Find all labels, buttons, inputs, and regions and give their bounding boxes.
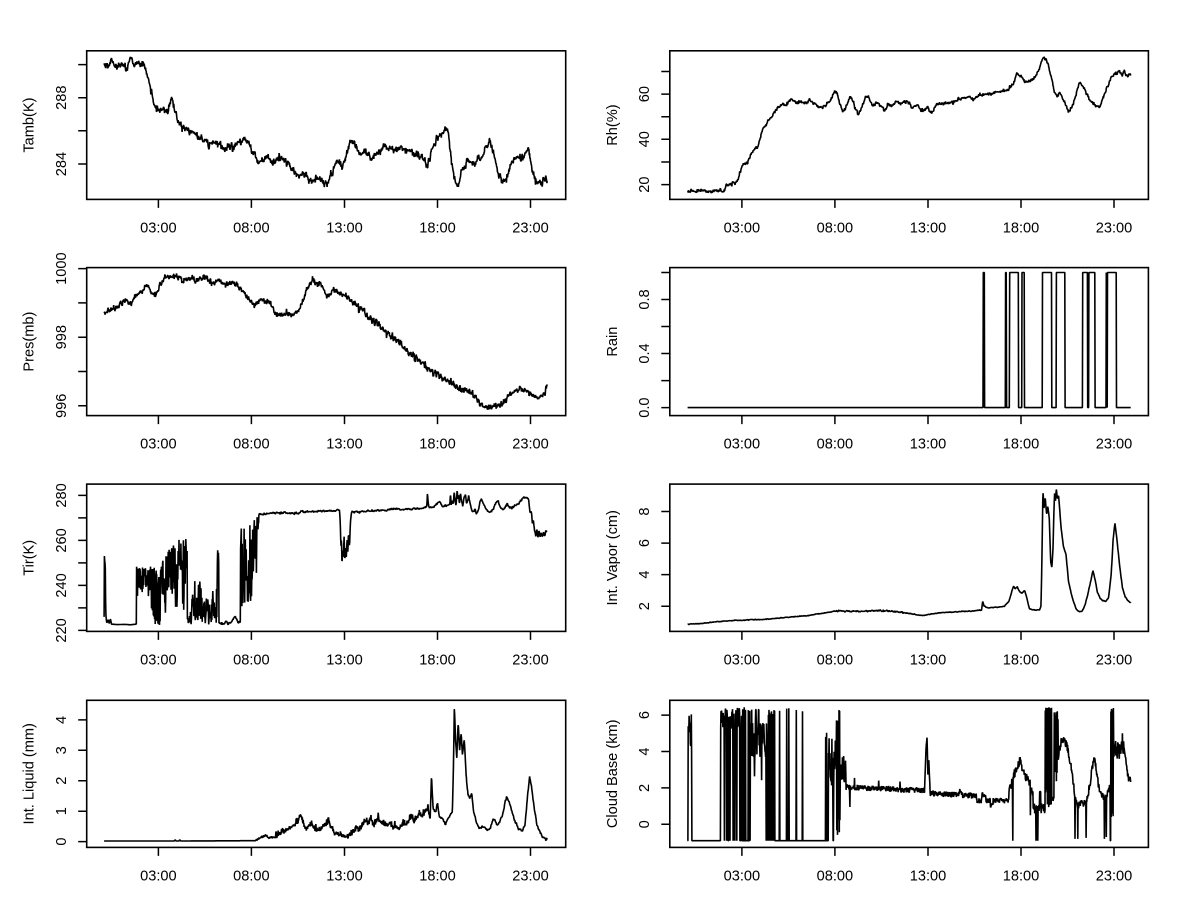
svg-text:20: 20: [637, 176, 653, 192]
svg-text:23:00: 23:00: [512, 220, 549, 236]
svg-text:03:00: 03:00: [140, 437, 177, 453]
svg-text:288: 288: [54, 86, 70, 110]
svg-text:260: 260: [54, 528, 70, 552]
svg-text:23:00: 23:00: [1096, 868, 1133, 884]
svg-text:2: 2: [637, 602, 653, 610]
svg-text:18:00: 18:00: [419, 652, 456, 668]
svg-text:Tir(K): Tir(K): [22, 540, 38, 576]
svg-text:08:00: 08:00: [817, 220, 854, 236]
svg-text:18:00: 18:00: [1003, 220, 1040, 236]
svg-text:996: 996: [54, 394, 70, 418]
svg-text:6: 6: [637, 711, 653, 719]
svg-text:23:00: 23:00: [512, 437, 549, 453]
svg-text:23:00: 23:00: [1096, 652, 1133, 668]
svg-text:08:00: 08:00: [817, 652, 854, 668]
svg-text:08:00: 08:00: [233, 868, 270, 884]
svg-text:240: 240: [54, 573, 70, 597]
svg-text:Int. Liquid (mm): Int. Liquid (mm): [22, 723, 38, 824]
svg-text:03:00: 03:00: [140, 220, 177, 236]
svg-text:23:00: 23:00: [1096, 437, 1133, 453]
svg-text:08:00: 08:00: [817, 437, 854, 453]
svg-text:18:00: 18:00: [1003, 652, 1040, 668]
svg-text:13:00: 13:00: [910, 652, 947, 668]
svg-text:23:00: 23:00: [512, 652, 549, 668]
svg-text:Int. Vapor (cm): Int. Vapor (cm): [605, 510, 621, 605]
svg-text:13:00: 13:00: [326, 220, 363, 236]
svg-text:08:00: 08:00: [233, 220, 270, 236]
svg-text:220: 220: [54, 618, 70, 642]
svg-text:13:00: 13:00: [326, 437, 363, 453]
svg-text:03:00: 03:00: [724, 868, 761, 884]
svg-text:Rain: Rain: [605, 327, 621, 357]
svg-text:08:00: 08:00: [817, 868, 854, 884]
svg-text:08:00: 08:00: [233, 437, 270, 453]
svg-text:1: 1: [54, 807, 70, 815]
svg-text:2: 2: [637, 784, 653, 792]
svg-text:1000: 1000: [54, 252, 70, 284]
svg-text:03:00: 03:00: [724, 437, 761, 453]
svg-text:18:00: 18:00: [419, 437, 456, 453]
svg-text:03:00: 03:00: [724, 220, 761, 236]
svg-text:8: 8: [637, 507, 653, 515]
svg-text:13:00: 13:00: [910, 868, 947, 884]
svg-text:Cloud Base (km): Cloud Base (km): [605, 719, 621, 828]
svg-text:0: 0: [637, 820, 653, 828]
svg-text:4: 4: [637, 747, 653, 755]
svg-text:Rh(%): Rh(%): [605, 104, 621, 145]
svg-text:3: 3: [54, 746, 70, 754]
svg-text:4: 4: [637, 571, 653, 579]
svg-text:2: 2: [54, 777, 70, 785]
svg-text:18:00: 18:00: [1003, 868, 1040, 884]
svg-text:Pres(mb): Pres(mb): [22, 312, 38, 372]
svg-text:03:00: 03:00: [140, 868, 177, 884]
svg-text:280: 280: [54, 483, 70, 507]
svg-text:0: 0: [54, 838, 70, 846]
svg-text:23:00: 23:00: [1096, 220, 1133, 236]
svg-text:60: 60: [637, 86, 653, 102]
svg-text:6: 6: [637, 539, 653, 547]
svg-text:4: 4: [54, 716, 70, 724]
svg-text:40: 40: [637, 131, 653, 147]
svg-text:0.8: 0.8: [637, 289, 653, 309]
svg-text:998: 998: [54, 325, 70, 349]
svg-text:284: 284: [54, 152, 70, 176]
svg-text:0.0: 0.0: [637, 397, 653, 417]
svg-text:18:00: 18:00: [419, 868, 456, 884]
svg-text:13:00: 13:00: [910, 437, 947, 453]
svg-text:0.4: 0.4: [637, 343, 653, 363]
svg-text:03:00: 03:00: [724, 652, 761, 668]
svg-text:Tamb(K): Tamb(K): [22, 98, 38, 153]
svg-text:23:00: 23:00: [512, 868, 549, 884]
svg-text:13:00: 13:00: [326, 652, 363, 668]
svg-text:18:00: 18:00: [1003, 437, 1040, 453]
svg-text:03:00: 03:00: [140, 652, 177, 668]
svg-text:13:00: 13:00: [910, 220, 947, 236]
svg-text:18:00: 18:00: [419, 220, 456, 236]
svg-text:08:00: 08:00: [233, 652, 270, 668]
svg-text:13:00: 13:00: [326, 868, 363, 884]
